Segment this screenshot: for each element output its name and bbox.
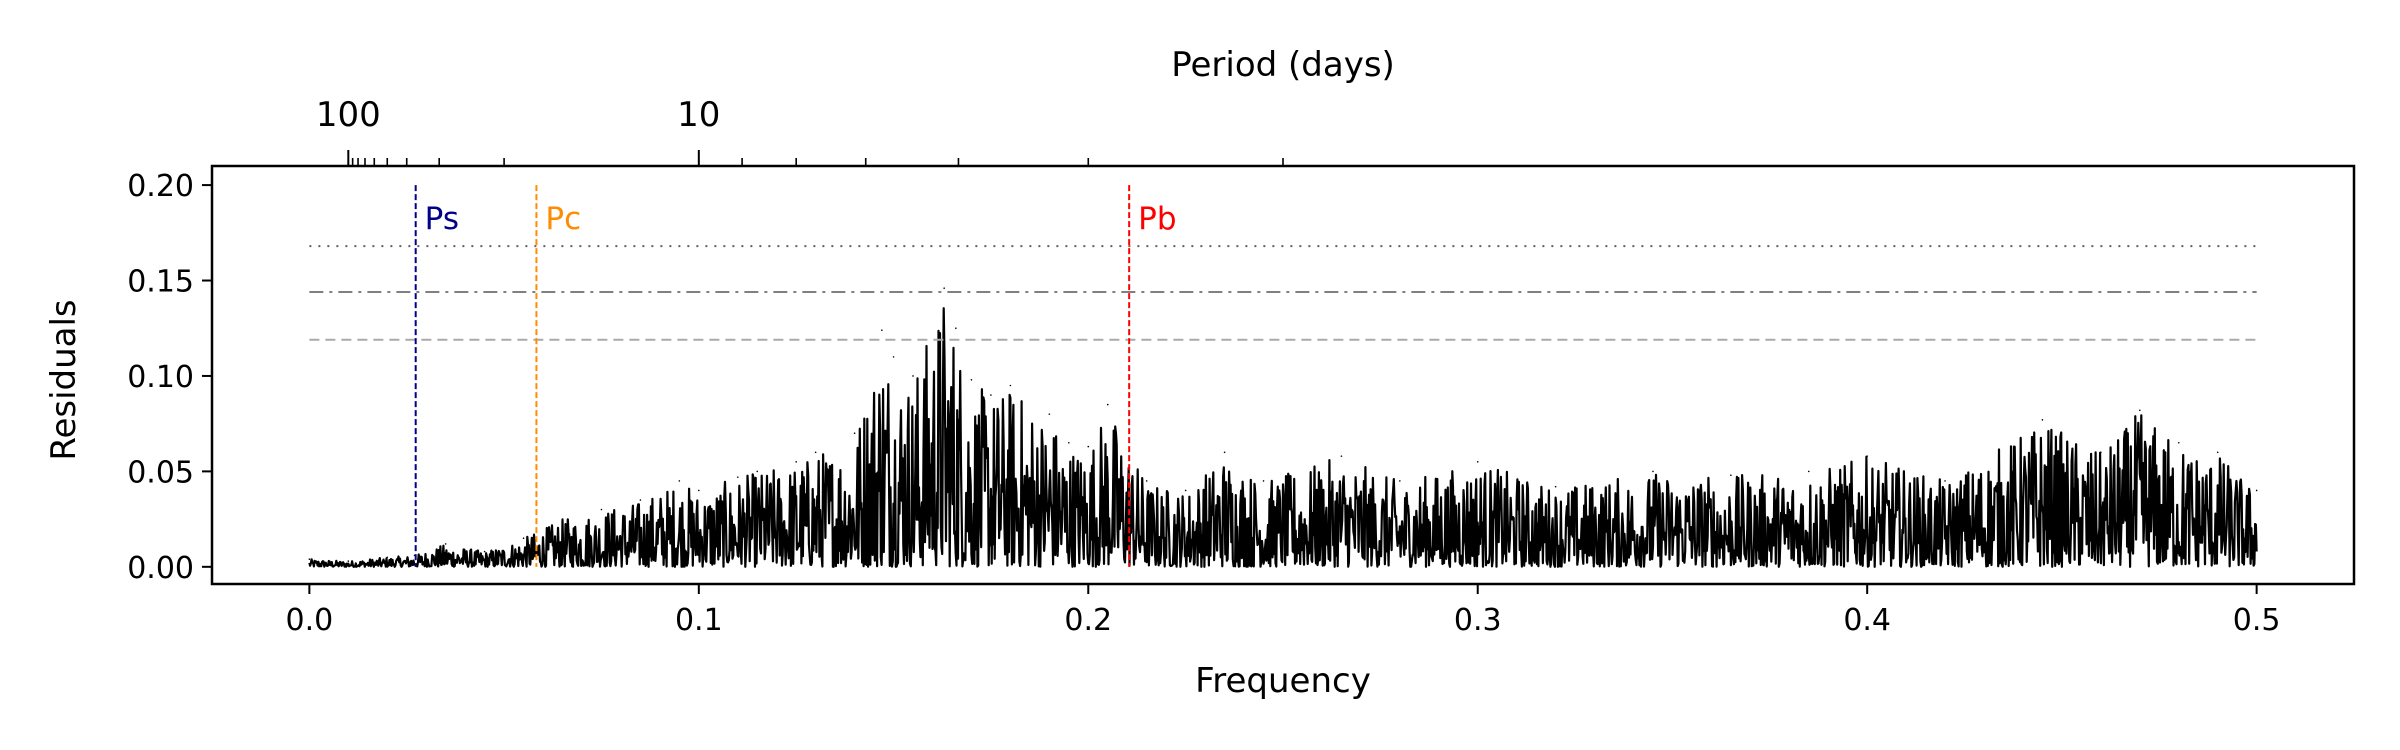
series-point [2041, 419, 2044, 421]
marker-label-ps: Ps [425, 201, 459, 237]
series-point [698, 489, 700, 492]
series-point [853, 432, 856, 435]
series-point [1944, 480, 1946, 482]
series-point [892, 356, 895, 358]
series-point [2216, 451, 2219, 454]
top-tick-label: 10 [677, 95, 720, 135]
series-point [736, 476, 739, 478]
series-point [561, 518, 564, 520]
top-tick-label: 100 [316, 95, 381, 135]
x-tick-label: 0.1 [675, 603, 723, 638]
y-tick-label: 0.20 [127, 169, 194, 204]
series-point [1223, 451, 1226, 454]
x-axis-label: Frequency [1195, 661, 1371, 701]
series-point [795, 461, 797, 463]
series-point [600, 508, 603, 511]
series-point [1652, 470, 1654, 473]
y-tick-label: 0.05 [127, 455, 194, 490]
series-point [1730, 474, 1732, 477]
series-point [1145, 480, 1148, 482]
series-point [1262, 480, 1265, 482]
top-axis-ticks: 100 10 [316, 95, 1284, 166]
y-tick-label: 0.15 [127, 265, 194, 300]
series-point [522, 537, 525, 539]
series-point [1184, 489, 1187, 492]
marker-label-pc: Pc [545, 201, 581, 237]
series-point [2100, 451, 2102, 454]
x-tick-label: 0.2 [1064, 603, 1112, 638]
series-point [2177, 441, 2180, 444]
series-point [347, 560, 350, 562]
y-tick-label: 0.00 [127, 551, 194, 586]
series-point [2255, 489, 2258, 492]
series-point [1009, 384, 1012, 387]
series-point [386, 556, 389, 559]
x-tick-label: 0.5 [2233, 603, 2281, 638]
y-tick-label: 0.10 [127, 360, 194, 395]
series-layer [308, 287, 2258, 568]
series-point [2139, 409, 2141, 412]
series-point [970, 378, 973, 381]
period-markers: Ps Pc Pb [414, 185, 1177, 567]
series-point [912, 375, 914, 377]
series-point [756, 470, 759, 473]
x-tick-label: 0.0 [286, 603, 334, 638]
series-point [483, 550, 486, 553]
series-point [639, 499, 642, 501]
threshold-lines [309, 245, 2257, 341]
marker-label-pb: Pb [1138, 201, 1176, 237]
series-point [1087, 445, 1090, 448]
series-point [814, 451, 817, 454]
series-point [1476, 461, 1479, 463]
series-point [1807, 470, 1810, 473]
y-axis-ticks: 0.00 0.05 0.10 0.15 0.20 [127, 169, 212, 586]
series-point [955, 327, 957, 330]
series-point [881, 329, 883, 331]
y-axis-label: Residuals [44, 299, 84, 460]
top-axis-label: Period (days) [1171, 45, 1395, 85]
series-point [678, 480, 681, 482]
series-point [1106, 403, 1109, 406]
series-point [1340, 455, 1343, 457]
series-point [1068, 441, 1070, 444]
series-point [1399, 480, 1401, 482]
series-point [444, 543, 447, 545]
series-point [1048, 413, 1051, 415]
series-point [1554, 485, 1557, 488]
x-tick-label: 0.3 [1454, 603, 1502, 638]
x-tick-label: 0.4 [1843, 603, 1891, 638]
periodogram-series-line [308, 307, 2258, 568]
x-axis-ticks: 0.0 0.1 0.2 0.3 0.4 0.5 [286, 584, 2281, 638]
series-point [990, 394, 992, 396]
series-point [308, 558, 311, 560]
series-point [1866, 455, 1868, 457]
series-point [943, 287, 945, 289]
